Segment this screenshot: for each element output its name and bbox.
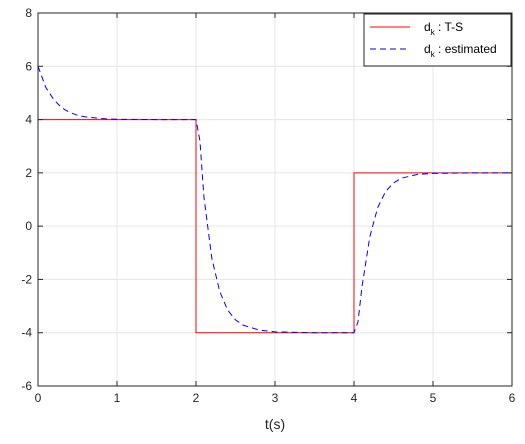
legend: dk : T-S dk : estimated [363, 13, 512, 67]
series-line-estimated [37, 66, 512, 334]
x-axis-label: t(s) [265, 416, 285, 432]
series-line-ts [38, 119, 512, 334]
x-tick-label: 2 [193, 391, 200, 405]
x-tick-label: 3 [272, 391, 279, 405]
x-tick-label: 6 [509, 391, 516, 405]
y-tick-label: 4 [25, 113, 32, 127]
y-tick-label: 8 [25, 6, 32, 20]
x-tick-label: 5 [430, 391, 437, 405]
x-axis-ticks: 0 1 2 3 4 5 6 [35, 13, 516, 405]
y-tick-label: -2 [21, 272, 32, 286]
y-tick-label: 2 [25, 166, 32, 180]
y-tick-label: -6 [21, 379, 32, 393]
legend-label: dk : estimated [424, 42, 497, 59]
x-tick-label: 0 [35, 391, 42, 405]
y-axis-ticks: -6 -4 -2 0 2 4 6 8 [21, 6, 512, 393]
y-tick-label: -4 [21, 326, 32, 340]
x-tick-label: 4 [351, 391, 358, 405]
series-group [37, 66, 512, 334]
y-tick-label: 6 [25, 59, 32, 73]
legend-box [363, 13, 512, 67]
x-tick-label: 1 [114, 391, 121, 405]
legend-label: dk : T-S [424, 20, 463, 37]
y-tick-label: 0 [25, 219, 32, 233]
